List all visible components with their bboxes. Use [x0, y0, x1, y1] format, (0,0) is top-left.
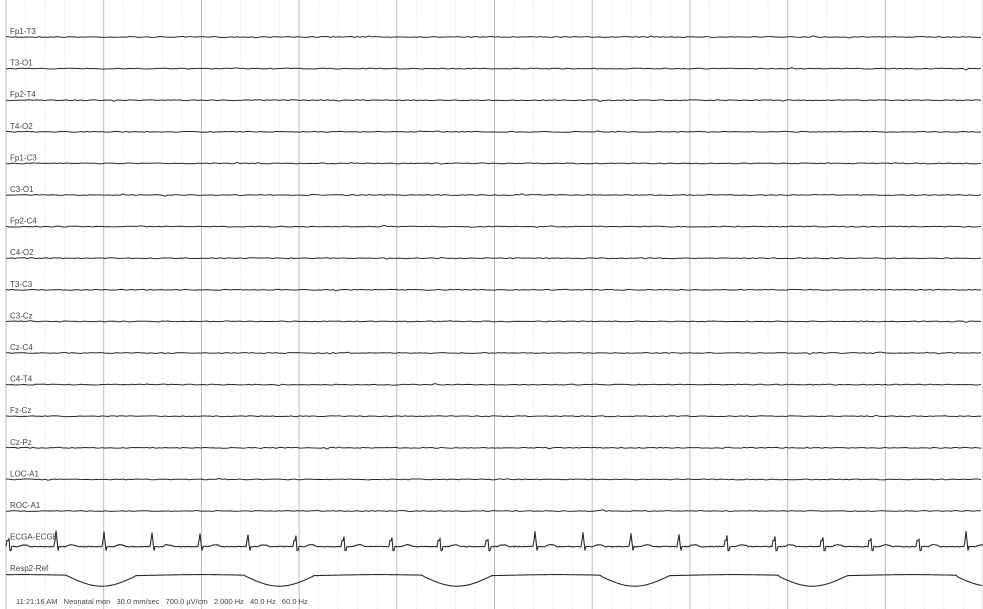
time-grid: [5, 0, 983, 609]
trace-cz-c4: [5, 351, 982, 355]
trace-ecga-ecgb: [5, 530, 983, 552]
trace-fp2-t4: [5, 99, 982, 103]
channel-label: LOC-A1: [10, 469, 39, 478]
trace-t4-o2: [5, 130, 982, 133]
footer-notch-filter: 60.0 Hz: [282, 597, 308, 606]
channel-label: Fp2-T4: [10, 90, 36, 99]
channel-label: C3-O1: [10, 185, 34, 194]
trace-c3-cz: [5, 320, 982, 323]
trace-fp2-c4: [5, 224, 982, 229]
footer-paper-speed: 30.0 mm/sec: [116, 597, 159, 606]
trace-roc-a1: [5, 509, 982, 513]
trace-t3-o1: [5, 67, 982, 71]
channel-label: C3-Cz: [10, 311, 33, 320]
channel-traces: [5, 35, 983, 587]
channel-label: Fp1-T3: [10, 27, 36, 36]
trace-fp1-t3: [5, 35, 982, 39]
channel-label: Fp2-C4: [10, 217, 37, 226]
channel-label: T3-C3: [10, 280, 33, 289]
channel-label: Fp1-C3: [10, 153, 37, 162]
trace-resp2-ref: [5, 574, 983, 587]
trace-loc-a1: [5, 478, 982, 481]
channel-label: C4-O2: [10, 248, 34, 257]
footer-sensitivity: 700.0 µV/cm: [165, 597, 207, 606]
channel-label: T4-O2: [10, 122, 33, 131]
footer-montage: Neonatal mon: [64, 597, 111, 606]
trace-t3-c3: [5, 288, 982, 292]
channel-label: ECGA-ECGB: [10, 533, 58, 542]
footer-timestamp: 11:21:16 AM: [16, 597, 58, 606]
footer-low-filter: 2.000 Hz: [214, 597, 244, 606]
footer-high-filter: 40.0 Hz: [250, 597, 276, 606]
trace-fz-cz: [5, 414, 982, 418]
channel-label: T3-O1: [10, 59, 33, 68]
channel-labels: Fp1-T3 T3-O1 Fp2-T4 T4-O2 Fp1-C3 C3-O1 Fp2-C4 C…: [10, 27, 58, 573]
trace-c4-o2: [5, 257, 982, 260]
trace-c3-o1: [5, 193, 982, 197]
trace-c4-t4: [5, 383, 982, 387]
channel-label: Resp2-Ref: [10, 564, 49, 573]
channel-label: Fz-Cz: [10, 406, 31, 415]
channel-label: Cz-Pz: [10, 438, 32, 447]
trace-cz-pz: [5, 446, 982, 450]
trace-fp1-c3: [5, 161, 982, 165]
channel-label: Cz-C4: [10, 343, 33, 352]
channel-label: ROC-A1: [10, 501, 41, 510]
channel-label: C4-T4: [10, 375, 33, 384]
footer-info: 11:21:16 AM Neonatal mon 30.0 mm/sec 700…: [16, 597, 308, 606]
